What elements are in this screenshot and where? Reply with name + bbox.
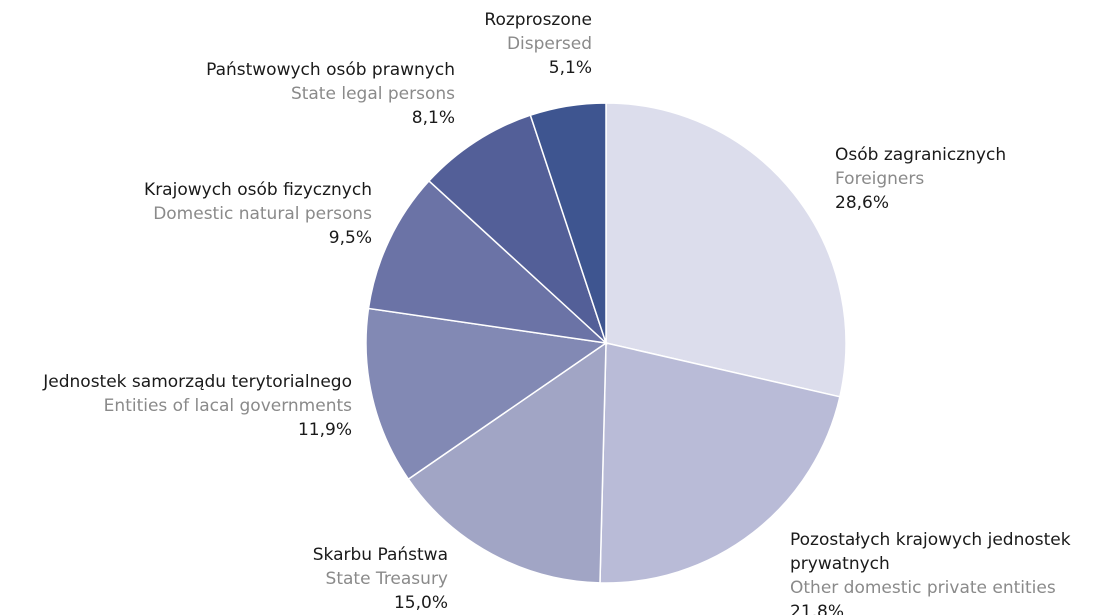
pie-slice	[599, 342, 841, 584]
category-label-en: Entities of lacal governments	[103, 396, 352, 416]
pie-slice	[367, 179, 609, 345]
value-label: 28,6%	[835, 193, 890, 213]
value-label: 9,5%	[328, 228, 372, 248]
pie-slice	[605, 102, 847, 398]
slice-label: Skarbu Państwa State Treasury 15,0%	[188, 543, 448, 615]
category-label-en: State Treasury	[325, 569, 448, 589]
category-label: Skarbu Państwa	[312, 545, 448, 565]
category-label-en: Dispersed	[506, 34, 592, 54]
category-label-en: Domestic natural persons	[153, 204, 372, 224]
slice-label: Krajowych osób fizycznych Domestic natura…	[72, 178, 372, 250]
slice-label: Osób zagranicznych Foreigners 28,6%	[835, 143, 1075, 215]
pie-slice	[529, 102, 607, 344]
pie-slice	[427, 114, 608, 346]
category-label: Rozproszone	[484, 10, 592, 30]
category-label-en: Other domestic private entities	[790, 578, 1056, 598]
pie-slice	[407, 341, 607, 584]
category-label: Osób zagranicznych	[835, 145, 1007, 165]
value-label: 15,0%	[393, 593, 448, 613]
pie-slice	[365, 307, 608, 481]
slice-label: Państwowych osób prawnych State legal per…	[155, 58, 455, 130]
slice-label: Jednostek samorządu terytorialnego Entiti…	[0, 370, 352, 442]
value-label: 8,1%	[411, 108, 455, 128]
category-label: Pozostałych krajowych jednostek prywatny…	[790, 530, 1071, 574]
category-label: Krajowych osób fizycznych	[144, 180, 372, 200]
value-label: 11,9%	[297, 420, 352, 440]
slice-label: Rozproszone Dispersed 5,1%	[392, 8, 592, 80]
value-label: 5,1%	[548, 58, 592, 78]
value-label: 21,8%	[790, 602, 845, 615]
category-label-en: State legal persons	[290, 84, 455, 104]
category-label: Państwowych osób prawnych	[206, 60, 455, 80]
slice-label: Pozostałych krajowych jednostek prywatny…	[790, 528, 1090, 615]
category-label-en: Foreigners	[835, 169, 925, 189]
category-label: Jednostek samorządu terytorialnego	[43, 372, 352, 392]
